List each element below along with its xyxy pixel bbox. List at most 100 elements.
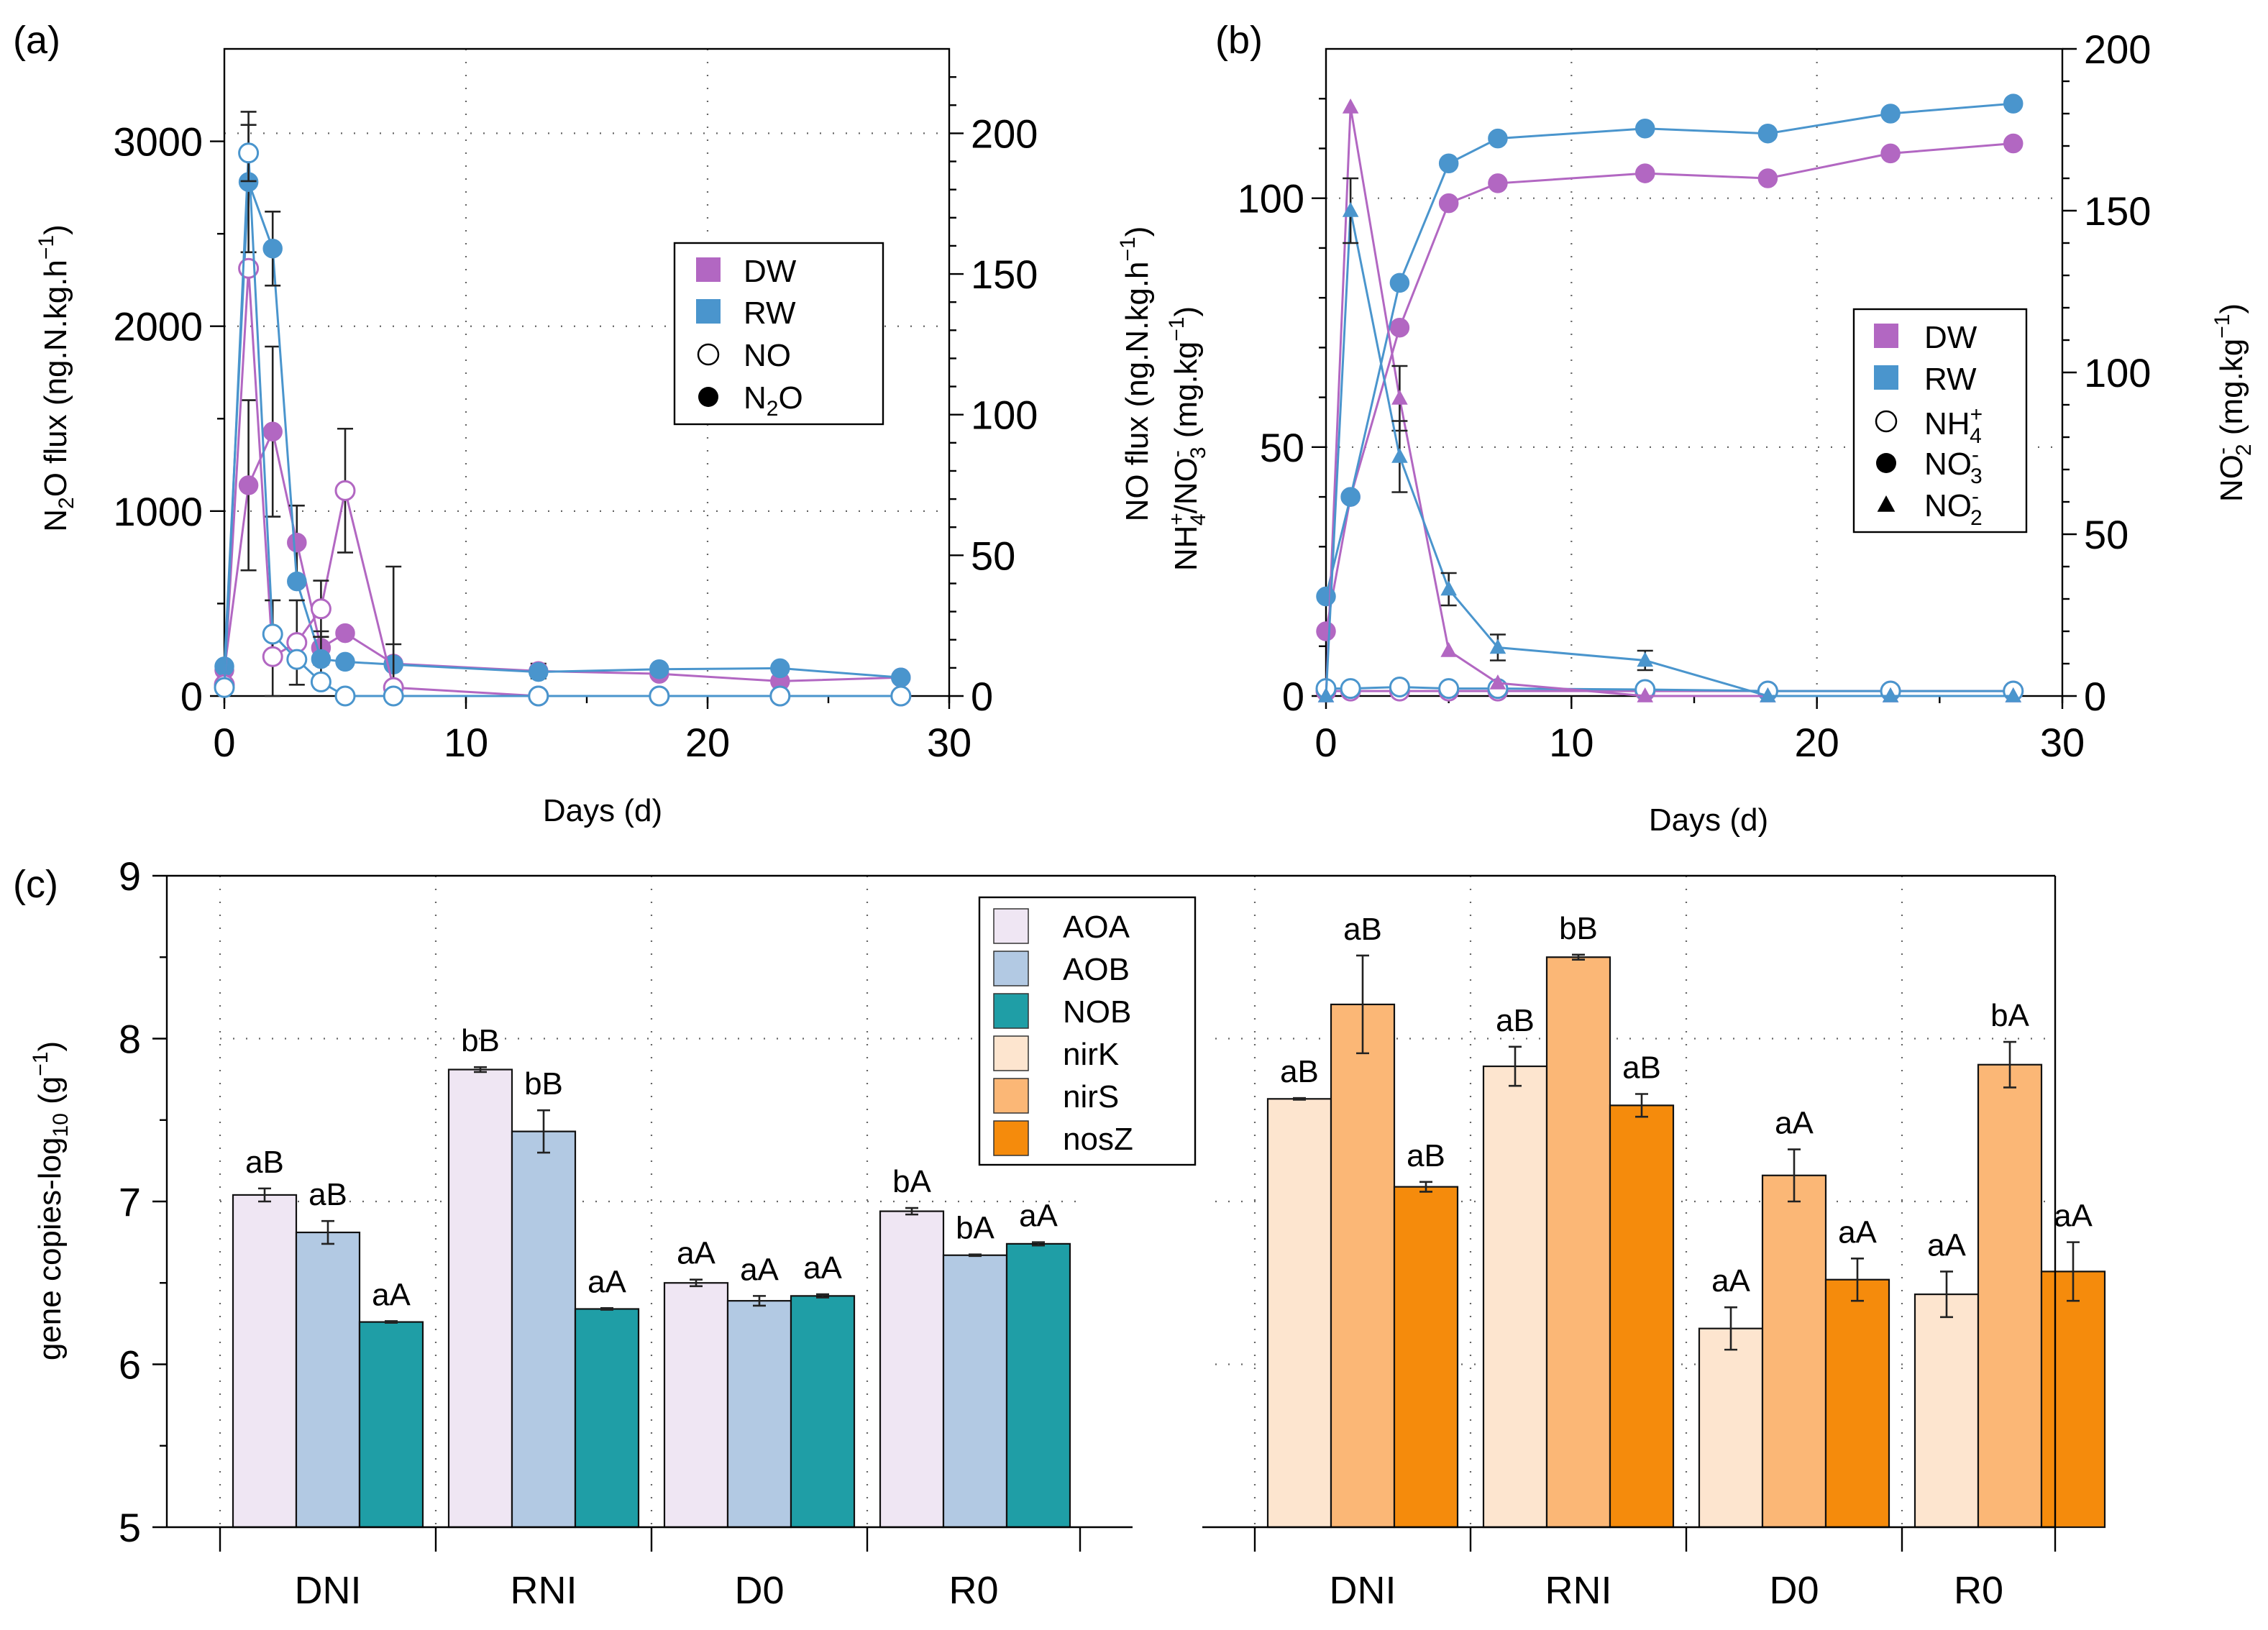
panel-b-x-tick-label: 0 <box>1314 720 1337 765</box>
panel-c-legend-items: AOA AOB NOB nirK nirS nosZ <box>993 908 1133 1157</box>
point-dw-no2- <box>1391 389 1408 405</box>
legend-swatch-dw <box>1874 324 1898 348</box>
panel-b-legend: DW RW NH+ 4 NO-3 NO-2 <box>1852 308 2028 534</box>
panel-a-legend: DW RW NO N2O <box>673 242 884 426</box>
bar-significance-label: aA <box>1838 1214 1877 1250</box>
legend-swatch-aob <box>993 951 1029 986</box>
panel-b-label: (b) <box>1215 19 1263 62</box>
panel-c-y-tick-label: 7 <box>119 1179 141 1224</box>
point-rw-no <box>238 142 260 164</box>
panel-b-legend-rw: RW <box>1924 362 1977 397</box>
bar-aoa-d0 <box>663 1282 729 1529</box>
panel-b-legend-no3: NO-3 <box>1924 443 1983 488</box>
point-rw-n2o <box>262 238 283 259</box>
panel-a-right-tick-label: 150 <box>971 252 1038 297</box>
panel-b-gridlines <box>1326 49 2062 696</box>
panel-b-y-tick-label: 0 <box>1282 674 1304 719</box>
bar-significance-label: bA <box>892 1164 931 1199</box>
point-dw-no2- <box>1440 641 1457 657</box>
bar-nosz-dni <box>1393 1186 1459 1529</box>
point-rw-no2- <box>1882 687 1899 702</box>
point-rw-no <box>286 649 308 670</box>
panel-b-x-tick-label: 20 <box>1795 720 1839 765</box>
bar-significance-label: aB <box>1343 912 1382 947</box>
point-dw-n2o <box>262 421 283 442</box>
bar-nob-r0 <box>1005 1242 1071 1529</box>
legend-label-nirs: nirS <box>1063 1079 1119 1114</box>
bar-significance-label: aB <box>308 1177 347 1212</box>
point-dw-no3- <box>1488 173 1508 193</box>
panel-a-y-tick-label: 0 <box>180 674 203 719</box>
point-rw-no3- <box>1634 119 1655 139</box>
bar-nirs-r0 <box>1977 1063 2043 1529</box>
bar-nob-dni <box>358 1321 424 1529</box>
legend-symbol-filled-circle <box>698 387 718 407</box>
panel-c-label: (c) <box>13 863 58 906</box>
bar-significance-label: bA <box>956 1211 994 1246</box>
point-rw-nh4- <box>1340 678 1361 700</box>
bar-significance-label: aA <box>1019 1199 1058 1234</box>
point-rw-n2o <box>335 651 355 672</box>
panel-b-y-tick-label: 50 <box>1260 425 1304 470</box>
bar-significance-label: aA <box>677 1236 715 1271</box>
bar-nosz-r0 <box>2040 1270 2106 1529</box>
legend-label-aob: AOB <box>1063 952 1130 987</box>
point-rw-no3- <box>1340 487 1361 507</box>
panel-b-x-axis-label: Days (d) <box>1649 802 1768 838</box>
bar-significance-label: aB <box>245 1145 284 1180</box>
point-rw-no3- <box>1389 273 1410 293</box>
bar-significance-label: bB <box>1559 911 1598 946</box>
bar-aoa-dni <box>232 1194 298 1529</box>
panel-b-legend-swatches <box>1874 324 1898 512</box>
panel-c-bars: aB aB aA bB bB aA aA aA aA bA bA aA aB aB aB aB bB aB aA aA… <box>232 911 2106 1529</box>
panel-a-label: (a) <box>13 19 60 62</box>
panel-b-right-tick-label: 0 <box>2084 674 2106 719</box>
point-rw-n2o <box>770 658 790 679</box>
point-dw-n2o <box>335 623 355 644</box>
legend-swatch-nirk <box>993 1035 1029 1071</box>
legend-swatch-rw <box>696 299 721 324</box>
bar-significance-label: aA <box>1927 1227 1966 1263</box>
panel-a-legend-no: NO <box>744 338 791 373</box>
panel-b-legend-nh4: NH+ 4 <box>1924 403 1983 448</box>
bar-nob-rni <box>574 1308 640 1529</box>
point-rw-no3- <box>1316 586 1336 607</box>
bar-significance-label: aB <box>1280 1054 1319 1089</box>
panel-a-right-tick-label: 200 <box>971 111 1038 156</box>
bar-significance-label: bB <box>524 1066 563 1102</box>
panel-c-y-tick-label: 9 <box>119 853 141 899</box>
point-dw-no3- <box>1316 621 1336 641</box>
bar-significance-label: aA <box>740 1252 779 1287</box>
point-rw-no <box>383 685 404 707</box>
point-rw-no2- <box>1342 201 1359 217</box>
legend-symbol-triangle <box>1877 495 1896 512</box>
bar-significance-label: aB <box>1622 1050 1661 1086</box>
panel-a-marks <box>214 111 912 707</box>
panel-c-category-label-d0: D0 <box>1769 1569 1819 1612</box>
panel-b-right-axis-label: NO-2 (mg.kg−1) <box>2210 303 2256 502</box>
legend-label-nob: NOB <box>1063 994 1131 1030</box>
legend-swatch-aoa <box>993 908 1029 944</box>
point-rw-n2o <box>891 667 911 688</box>
bar-nirk-r0 <box>1913 1294 1980 1529</box>
bar-significance-label: aB <box>1407 1138 1445 1173</box>
point-dw-n2o <box>287 532 307 553</box>
panel-a-right-tick-label: 0 <box>971 674 993 719</box>
point-rw-no2- <box>1391 447 1408 463</box>
bar-nirs-dni <box>1330 1003 1396 1529</box>
bar-nirk-d0 <box>1698 1327 1764 1529</box>
bar-aob-r0 <box>942 1254 1008 1529</box>
point-rw-no2- <box>1637 651 1654 667</box>
panel-a-x-axis-label: Days (d) <box>543 793 662 828</box>
bar-significance-label: aA <box>2054 1199 2093 1234</box>
bar-significance-label: aA <box>1775 1106 1814 1141</box>
bar-aob-d0 <box>726 1300 792 1529</box>
point-rw-no2- <box>1440 580 1457 596</box>
panel-c-y-tick-label: 5 <box>119 1505 141 1550</box>
point-rw-n2o <box>529 661 549 682</box>
bar-significance-label: aA <box>587 1264 626 1299</box>
point-rw-no3- <box>1438 153 1459 173</box>
